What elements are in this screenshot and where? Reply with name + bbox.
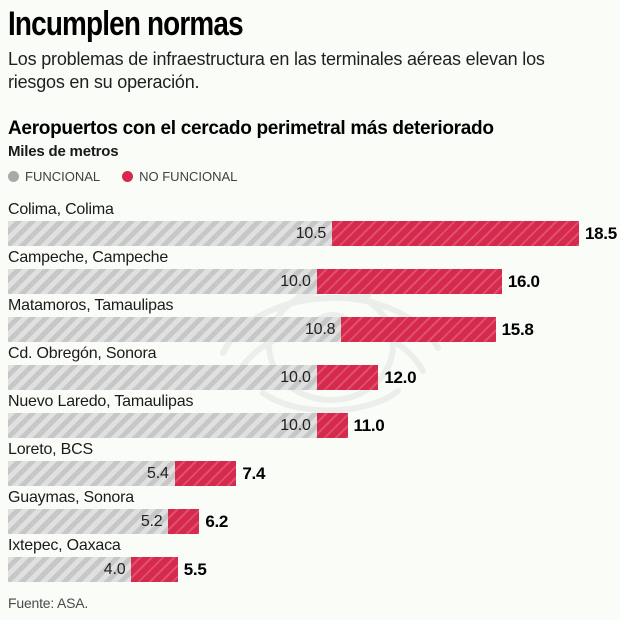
total-value-label: 18.5: [584, 223, 617, 243]
chart-units-label: Miles de metros: [8, 143, 119, 160]
stacked-bar: 4.0 5.5: [8, 557, 620, 582]
bar-rows: Colima, Colima 10.5 18.5 Campeche, Campeche…: [8, 201, 620, 582]
total-value-label: 7.4: [242, 463, 266, 483]
bar-segment-funcional: 10.0: [8, 269, 317, 294]
bar-segment-no-funcional: [332, 221, 579, 246]
total-value-label: 15.8: [501, 319, 534, 339]
source-note: Fuente: ASA.: [8, 595, 89, 611]
bar-segment-funcional: 10.5: [8, 221, 333, 246]
page-title: Incumplen normas: [8, 5, 244, 43]
bar-segment-funcional: 4.0: [8, 557, 132, 582]
legend-label-no-funcional: NO FUNCIONAL: [139, 169, 238, 184]
bar-segment-funcional: 10.0: [8, 413, 317, 438]
bar-segment-funcional: 5.2: [8, 509, 169, 534]
bar-segment-no-funcional: [316, 269, 502, 294]
funcional-dot-icon: [8, 171, 19, 182]
bar-category-label: Cd. Obregón, Sonora: [8, 345, 157, 362]
chart-body: Colima, Colima 10.5 18.5 Campeche, Campeche…: [8, 201, 620, 582]
total-value-label: 12.0: [384, 367, 417, 387]
stacked-bar: 10.0 12.0: [8, 365, 620, 390]
stacked-bar: 10.0 11.0: [8, 413, 620, 438]
legend-item-funcional: FUNCIONAL: [8, 169, 100, 184]
bar-segment-no-funcional: [131, 557, 178, 582]
bar-category-label: Colima, Colima: [8, 201, 114, 218]
bar-category-label: Campeche, Campeche: [8, 249, 169, 266]
funcional-value-label: 10.0: [280, 272, 311, 290]
legend-item-no-funcional: NO FUNCIONAL: [122, 169, 237, 184]
bar-row: Colima, Colima 10.5 18.5: [8, 201, 620, 246]
bar-segment-no-funcional: [168, 509, 200, 534]
bar-category-label: Matamoros, Tamaulipas: [8, 297, 174, 314]
bar-segment-funcional: 10.8: [8, 317, 342, 342]
bar-row: Cd. Obregón, Sonora 10.0 12.0: [8, 345, 620, 390]
bar-category-label: Nuevo Laredo, Tamaulipas: [8, 393, 194, 410]
funcional-value-label: 10.0: [280, 368, 311, 386]
bar-segment-no-funcional: [316, 413, 348, 438]
total-value-label: 16.0: [507, 271, 540, 291]
stacked-bar: 5.4 7.4: [8, 461, 620, 486]
bar-row: Matamoros, Tamaulipas 10.8 15.8: [8, 297, 620, 342]
bar-category-label: Ixtepec, Oaxaca: [8, 537, 121, 554]
total-value-label: 5.5: [183, 559, 207, 579]
bar-segment-funcional: 10.0: [8, 365, 317, 390]
funcional-value-label: 10.5: [295, 224, 327, 242]
bar-row: Loreto, BCS 5.4 7.4: [8, 441, 620, 486]
funcional-value-label: 4.0: [103, 560, 126, 578]
legend-label-funcional: FUNCIONAL: [25, 169, 101, 184]
no-funcional-dot-icon: [122, 171, 134, 182]
bar-segment-funcional: 5.4: [8, 461, 175, 486]
bar-row: Nuevo Laredo, Tamaulipas 10.0 11.0: [8, 393, 620, 438]
bar-row: Guaymas, Sonora 5.2 6.2: [8, 489, 620, 534]
bar-segment-no-funcional: [316, 365, 379, 390]
funcional-value-label: 10.8: [304, 320, 336, 338]
total-value-label: 11.0: [353, 415, 385, 435]
stacked-bar: 5.2 6.2: [8, 509, 620, 534]
bar-segment-no-funcional: [174, 461, 237, 486]
funcional-value-label: 10.0: [280, 416, 311, 434]
chart-title: Aeropuertos con el cercado perimetral má…: [8, 118, 494, 139]
stacked-bar: 10.0 16.0: [8, 269, 620, 294]
bar-row: Campeche, Campeche 10.0 16.0: [8, 249, 620, 294]
stacked-bar: 10.8 15.8: [8, 317, 620, 342]
stacked-bar: 10.5 18.5: [8, 221, 620, 246]
bar-category-label: Loreto, BCS: [8, 441, 93, 458]
chart-legend: FUNCIONAL NO FUNCIONAL: [8, 169, 620, 184]
total-value-label: 6.2: [205, 511, 229, 531]
page-subtitle: Los problemas de infraestructura en las …: [8, 49, 545, 92]
bar-segment-no-funcional: [341, 317, 496, 342]
bar-row: Ixtepec, Oaxaca 4.0 5.5: [8, 537, 620, 582]
funcional-value-label: 5.2: [140, 512, 163, 530]
funcional-value-label: 5.4: [147, 464, 169, 482]
bar-category-label: Guaymas, Sonora: [8, 489, 134, 506]
